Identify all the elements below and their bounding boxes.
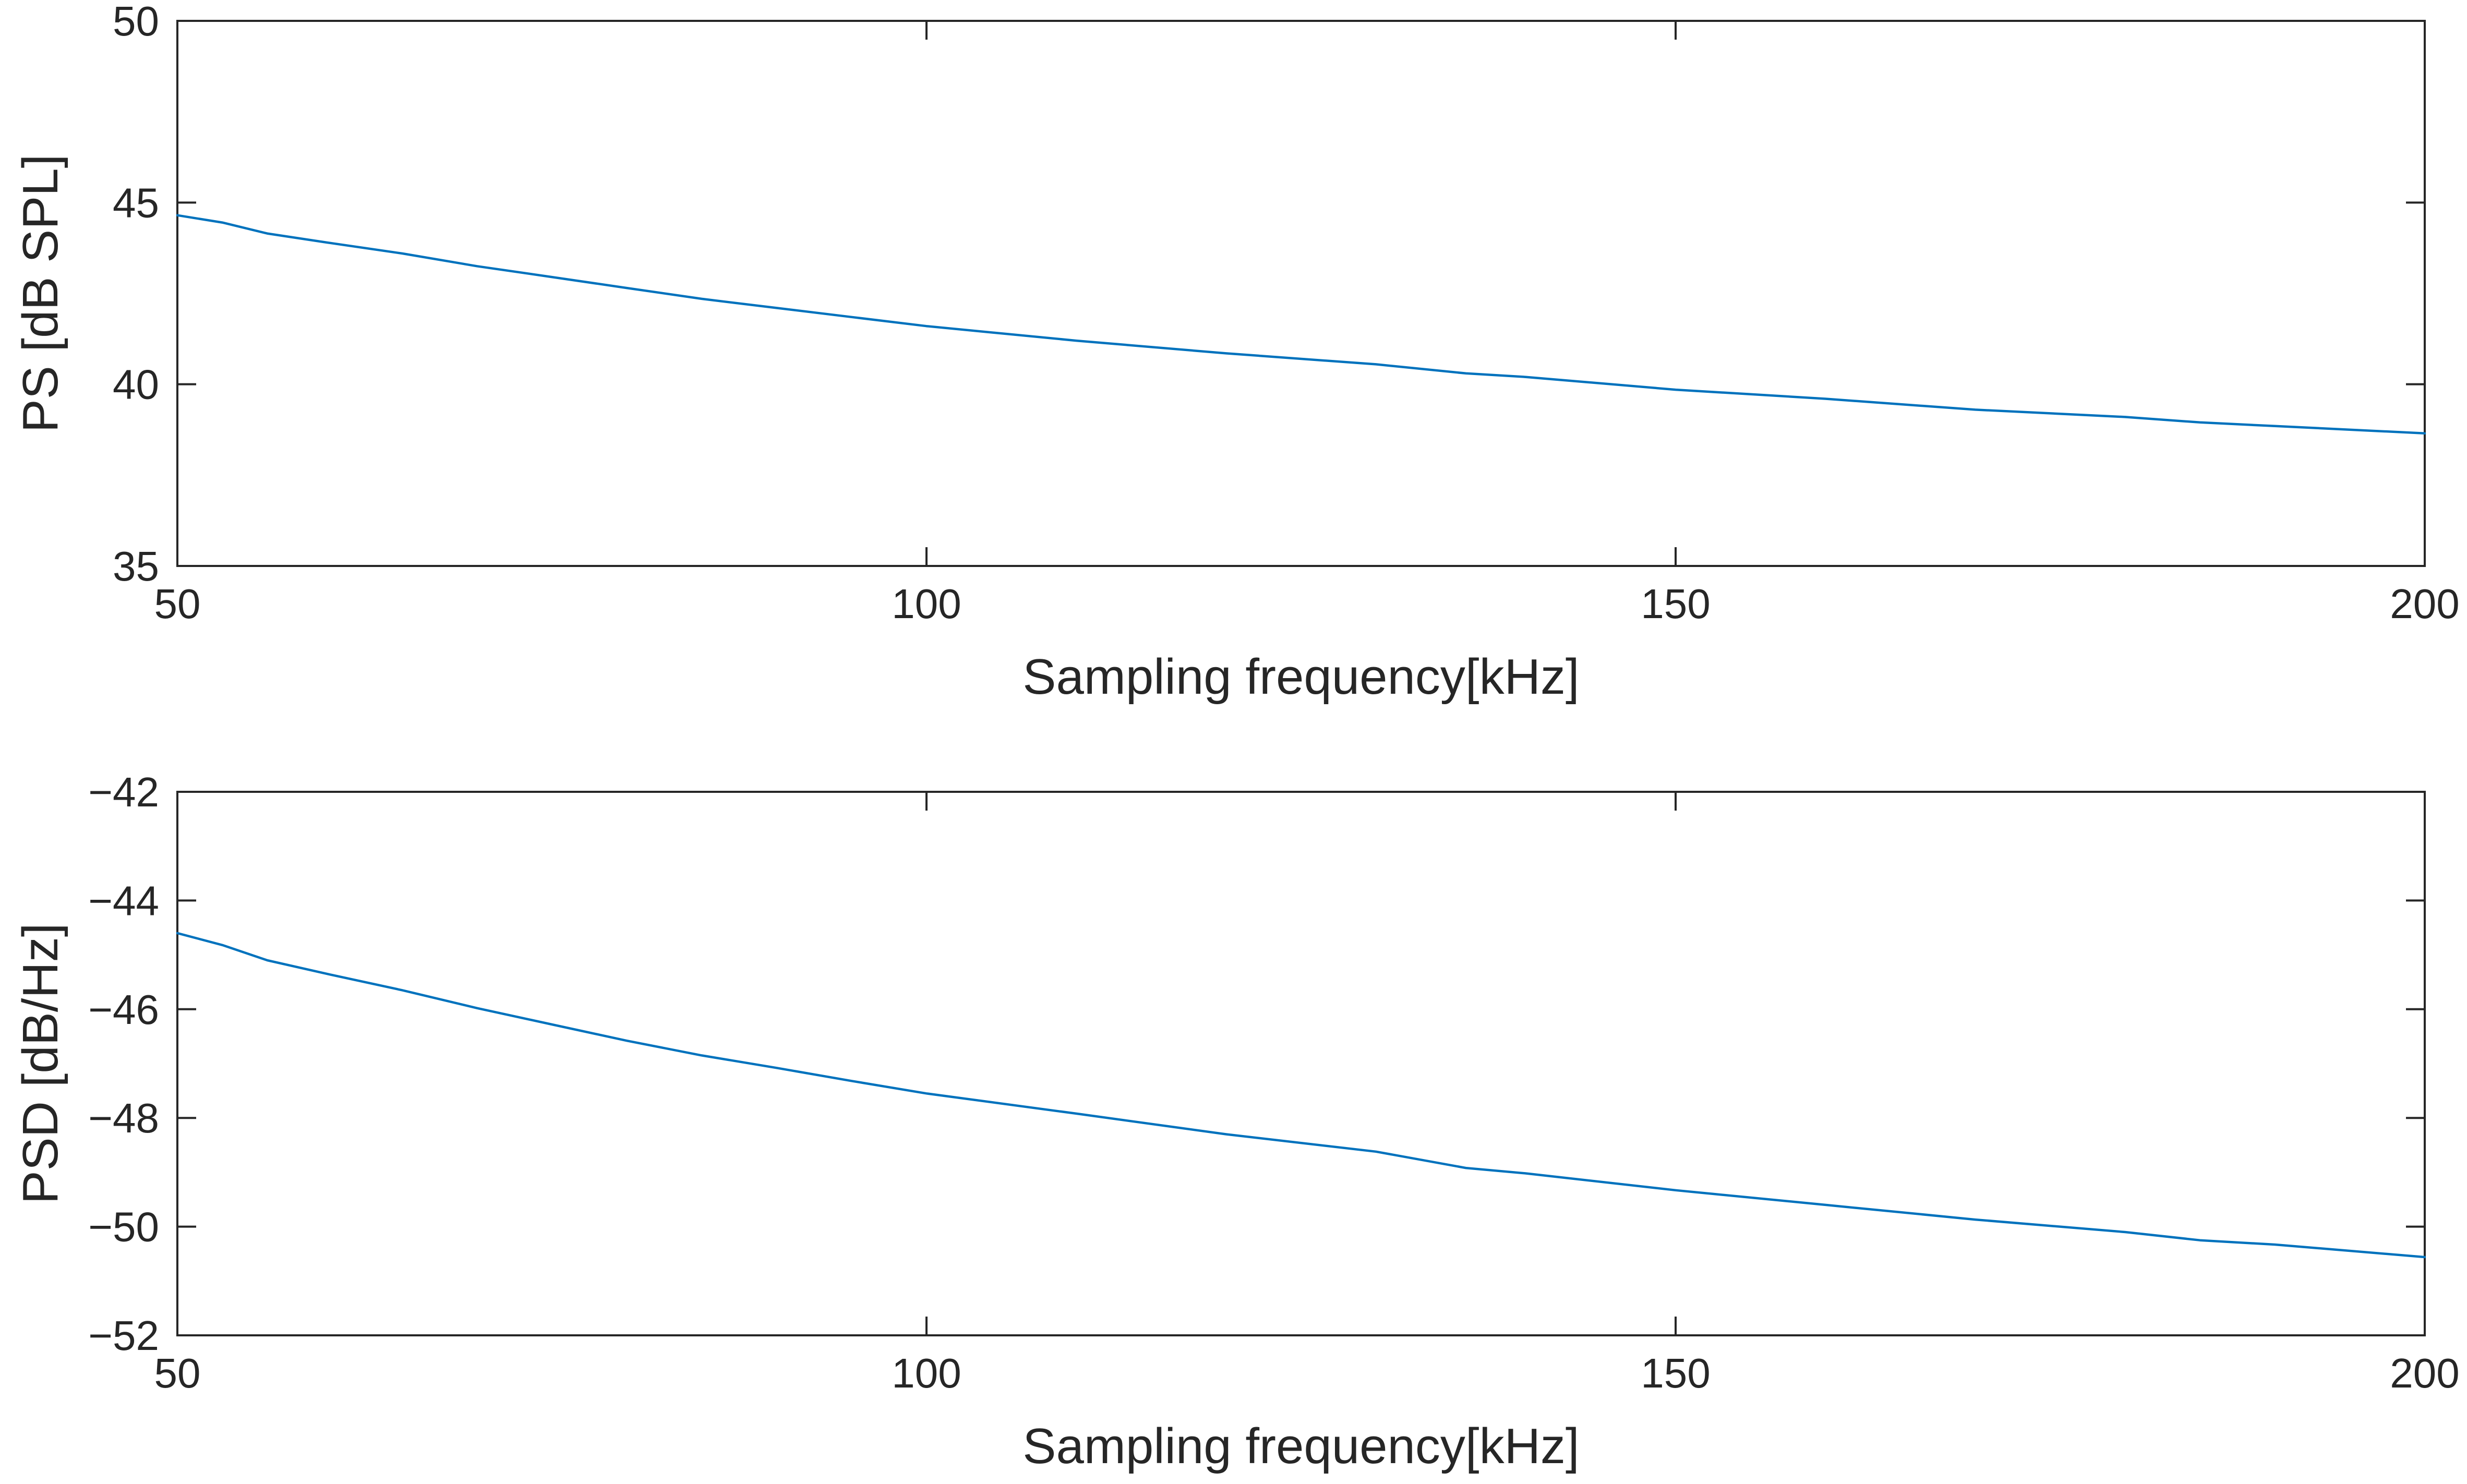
ps-y-tick-label-1: 40 — [113, 361, 159, 408]
psd-plot: 50 100 150 200 −52 −50 −48 −46 −44 −42 Sampling fr… — [13, 769, 2460, 1474]
psd-series-line-0 — [176, 932, 2426, 1259]
psd-x-tick-label-0: 50 — [154, 1350, 201, 1396]
psd-y-tick-label-0: −52 — [88, 1312, 159, 1359]
ps-y-tick-label-0: 35 — [113, 543, 159, 589]
ps-x-tick-label-1: 100 — [892, 581, 961, 627]
psd-y-axis-label: PSD [dB/Hz] — [13, 923, 68, 1204]
psd-y-tick-label-1: −50 — [88, 1204, 159, 1250]
ps-y-axis-label: PS [dB SPL] — [13, 154, 68, 433]
ps-x-tick-label-2: 150 — [1641, 581, 1710, 627]
ps-y-tick-label-3: 50 — [113, 0, 159, 44]
psd-y-tick-label-2: −48 — [88, 1095, 159, 1141]
ps-x-axis-label: Sampling frequency[kHz] — [1022, 649, 1579, 705]
ps-series-line-0 — [176, 214, 2426, 435]
psd-x-axis-label: Sampling frequency[kHz] — [1022, 1418, 1579, 1474]
psd-x-tick-label-2: 150 — [1641, 1350, 1710, 1396]
psd-x-tick-label-1: 100 — [892, 1350, 961, 1396]
psd-y-tick-label-5: −42 — [88, 769, 159, 815]
ps-x-tick-label-3: 200 — [2390, 581, 2459, 627]
psd-axes-frame — [176, 791, 2426, 1336]
ps-axes-frame — [176, 20, 2426, 567]
ps-plot: 50 100 150 200 35 40 45 50 Sampling frequency[kH… — [13, 0, 2460, 705]
ps-y-tick-label-2: 45 — [113, 179, 159, 226]
ps-x-tick-label-0: 50 — [154, 581, 201, 627]
psd-y-tick-label-4: −44 — [88, 877, 159, 924]
psd-x-tick-label-3: 200 — [2390, 1350, 2459, 1396]
psd-y-tick-label-3: −46 — [88, 986, 159, 1033]
